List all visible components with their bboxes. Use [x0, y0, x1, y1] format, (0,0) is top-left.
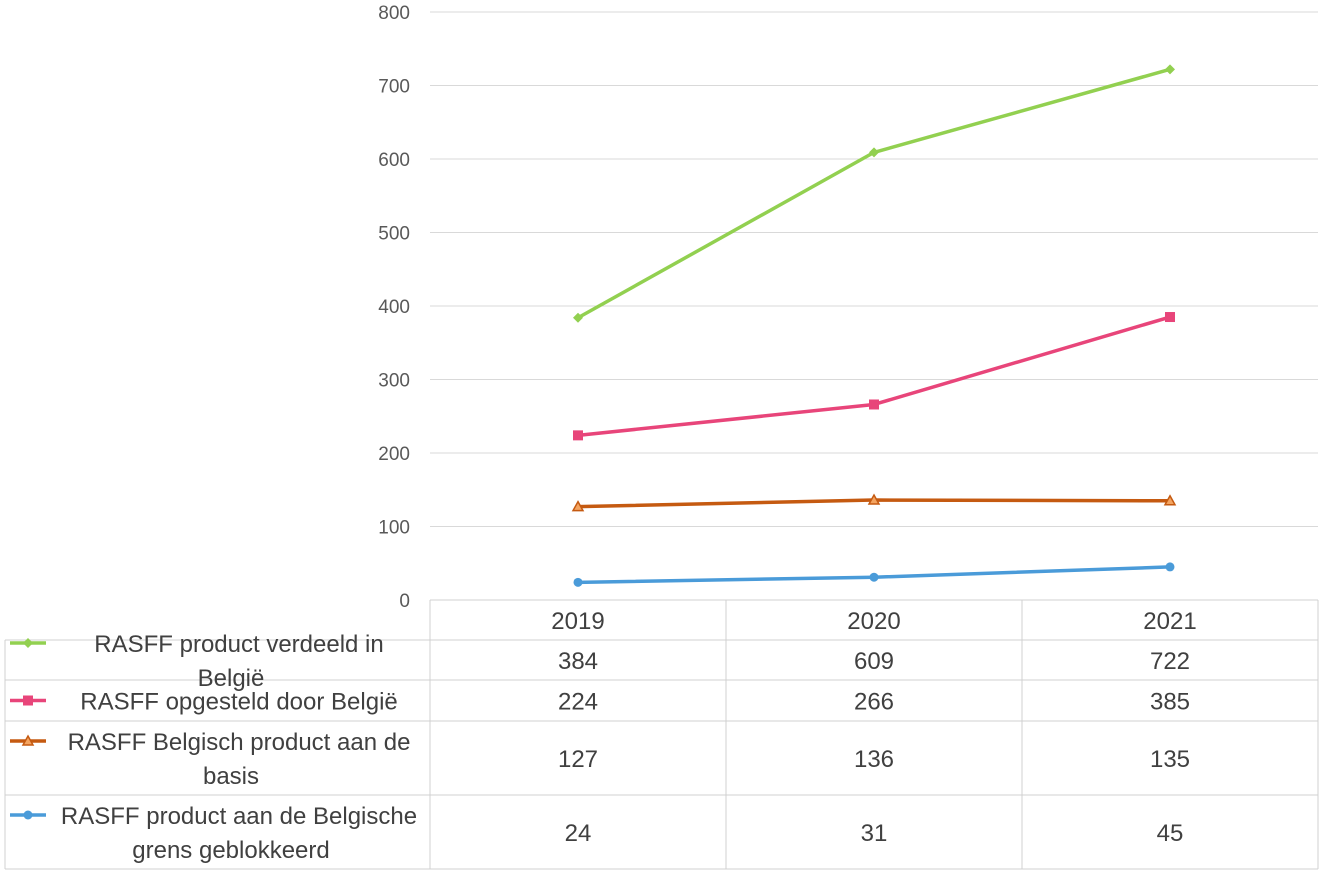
x-category-label: 2021 — [1143, 608, 1196, 635]
y-tick-label: 0 — [399, 591, 410, 612]
y-tick-label: 100 — [378, 518, 410, 539]
table-value-cell: 127 — [558, 746, 598, 773]
data-point — [23, 810, 33, 820]
data-point — [573, 577, 583, 587]
series-lines — [571, 64, 1177, 587]
series-line — [576, 315, 1172, 438]
y-tick-label: 300 — [378, 371, 410, 392]
series-line — [576, 67, 1172, 320]
data-point — [1165, 312, 1175, 323]
data-point — [571, 500, 585, 512]
y-tick-label: 600 — [378, 150, 410, 171]
legend-series-name-line: RASFF Belgisch product aan de — [68, 729, 411, 756]
table-value-cell: 136 — [854, 746, 894, 773]
data-point — [573, 430, 583, 441]
data-point — [1163, 494, 1177, 506]
legend-series-name: RASFF Belgisch product aan de basis — [68, 729, 411, 790]
table-value-cell: 45 — [1157, 820, 1184, 847]
y-tick-label: 200 — [378, 444, 410, 465]
y-tick-label: 700 — [378, 77, 410, 98]
table-value-cell: 224 — [558, 689, 598, 716]
data-point — [23, 695, 33, 706]
legend-series-name-line: RASFF opgesteld door België — [80, 689, 398, 716]
legend-series-name-line: grens geblokkeerd — [132, 837, 329, 864]
y-tick-label: 400 — [378, 297, 410, 318]
y-tick-label: 500 — [378, 224, 410, 245]
data-point — [1165, 562, 1175, 572]
legend-series-name-line: RASFF product verdeeld in — [94, 631, 383, 658]
data-point — [573, 312, 583, 323]
table-value-cell: 722 — [1150, 648, 1190, 675]
table-value-cell: 266 — [854, 689, 894, 716]
gridlines — [430, 11, 1318, 527]
y-axis-ticks: 0 100 200 300 400 500 600 700 800 — [378, 3, 410, 612]
table-value-cell: 31 — [861, 820, 888, 847]
legend-series-name-line: basis — [203, 763, 259, 790]
table-value-cell: 384 — [558, 648, 598, 675]
data-point — [1165, 64, 1175, 75]
x-category-label: 2019 — [551, 608, 604, 635]
data-point — [869, 147, 879, 158]
table-value-cell: 385 — [1150, 689, 1190, 716]
data-point — [869, 572, 879, 582]
data-point — [23, 638, 33, 648]
legend-series-name-line: RASFF product aan de Belgische — [61, 803, 417, 830]
legend-series-name: RASFF product verdeeld in België — [94, 631, 383, 692]
data-point — [867, 493, 881, 505]
legend-series-name: RASFF opgesteld door België — [80, 689, 398, 716]
data-point — [21, 734, 35, 746]
table-value-cell: 135 — [1150, 746, 1190, 773]
legend-series-name: RASFF product aan de Belgische grens gebl… — [61, 803, 417, 864]
table-value-cell: 609 — [854, 648, 894, 675]
table-value-cell: 24 — [565, 820, 592, 847]
data-table: 2019 2020 2021 RASFF product verdeeld in Bel… — [4, 599, 1319, 870]
x-category-label: 2020 — [847, 608, 900, 635]
data-point — [869, 399, 879, 410]
y-tick-label: 800 — [378, 3, 410, 24]
legend-series-name-line: België — [198, 665, 265, 692]
